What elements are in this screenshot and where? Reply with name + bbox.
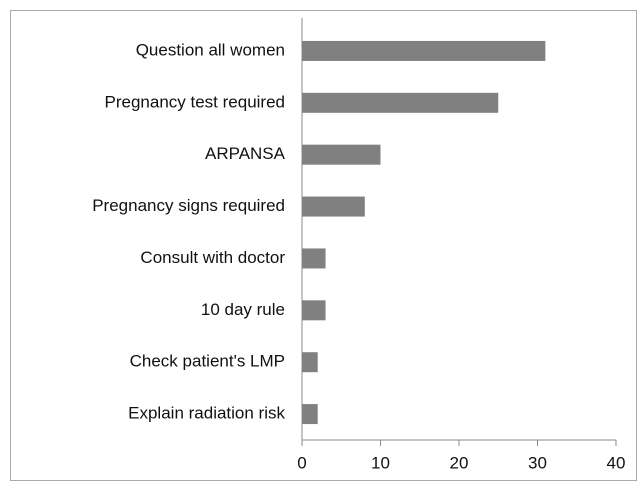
x-tick-label: 20 [450,453,469,472]
y-tick-label: 10 day rule [201,300,285,319]
y-tick-label: Consult with doctor [140,248,285,267]
bar [302,248,326,269]
bar [302,92,499,113]
x-tick-label: 30 [528,453,547,472]
bar [302,196,365,217]
bar [302,352,318,373]
y-tick-label: ARPANSA [205,144,286,163]
y-tick-label: Question all women [136,40,285,59]
y-tick-label: Check patient's LMP [130,352,285,371]
x-tick-label: 0 [297,453,306,472]
y-tick-label: Pregnancy signs required [92,196,285,215]
x-tick-label: 10 [371,453,390,472]
y-tick-label: Explain radiation risk [128,404,285,423]
frame [10,10,637,481]
bar [302,404,318,425]
x-tick-label: 40 [607,453,626,472]
bar [302,300,326,321]
y-tick-label: Pregnancy test required [105,92,286,111]
bar [302,144,381,165]
bar [302,40,546,61]
